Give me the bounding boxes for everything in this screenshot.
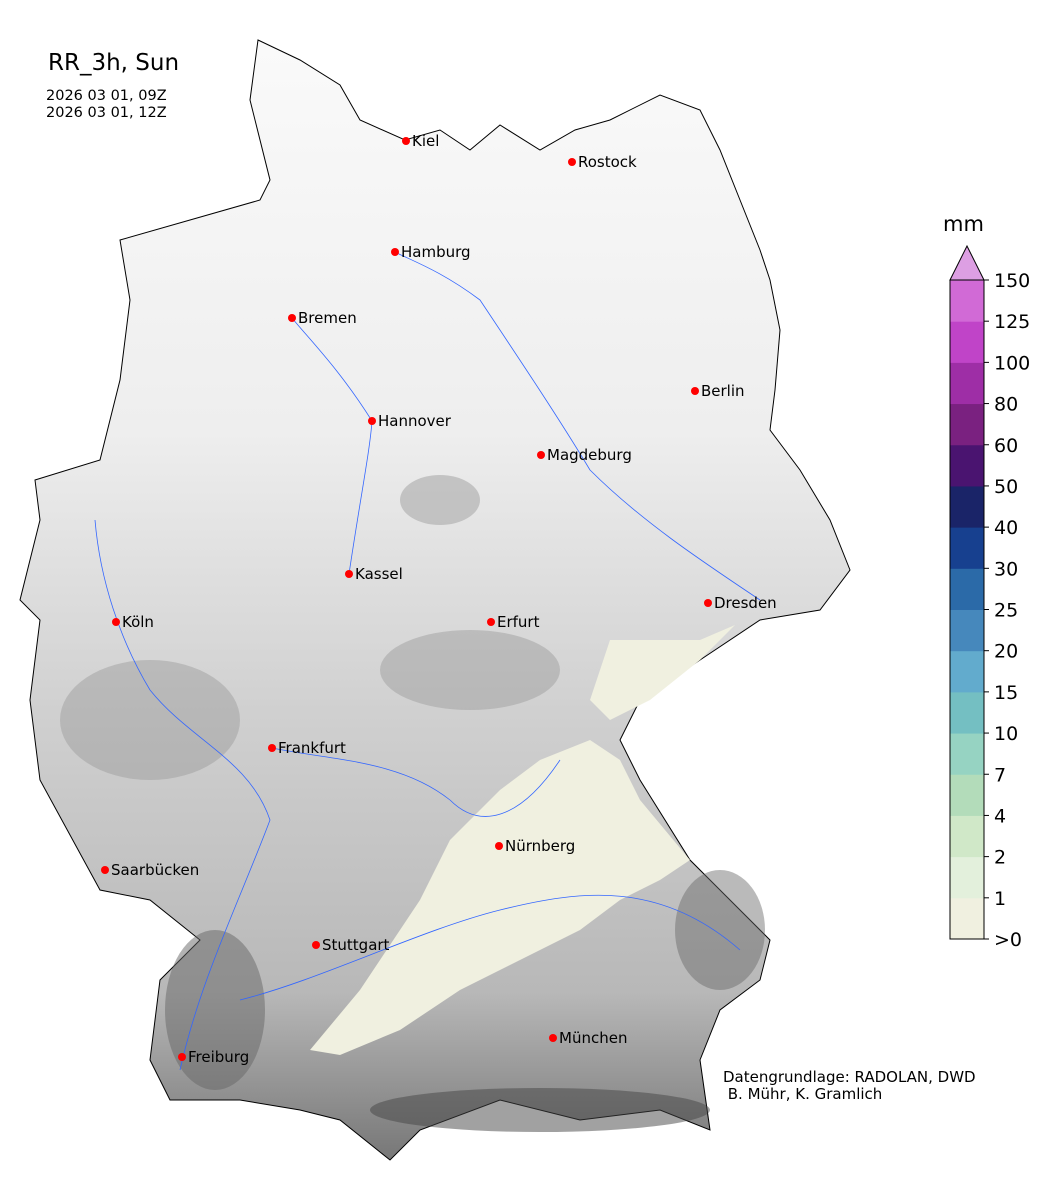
precip-area-saxony	[590, 625, 735, 720]
colorbar-tick-label: 20	[994, 641, 1018, 663]
colorbar-tick-label: 150	[994, 270, 1030, 292]
city-label: Hamburg	[401, 243, 471, 261]
terrain-bavarian-forest	[675, 870, 765, 990]
city-marker	[368, 417, 376, 425]
city-marker	[101, 866, 109, 874]
city-label: Bremen	[298, 309, 357, 327]
credit-source: Datengrundlage: RADOLAN, DWD	[723, 1068, 976, 1086]
river-elbe	[394, 251, 761, 601]
colorbar-swatch	[950, 897, 984, 940]
terrain-harz	[400, 475, 480, 525]
colorbar-swatch	[950, 527, 984, 569]
city-label: München	[559, 1029, 628, 1047]
city-marker	[268, 744, 276, 752]
city-marker	[112, 618, 120, 626]
colorbar-tick-label: 40	[994, 517, 1018, 539]
city-marker	[178, 1053, 186, 1061]
city-marker	[495, 842, 503, 850]
colorbar-unit: mm	[943, 212, 984, 236]
colorbar-swatch	[950, 280, 984, 322]
map-title: RR_3h, Sun	[48, 50, 180, 76]
colorbar-tick-label: 10	[994, 723, 1018, 745]
city-label: Erfurt	[497, 613, 540, 631]
colorbar-swatch	[950, 815, 984, 858]
colorbar-swatch	[950, 733, 984, 775]
city-label: Freiburg	[188, 1048, 250, 1066]
city-marker	[704, 599, 712, 607]
colorbar-tick-label: 125	[994, 311, 1030, 333]
colorbar-tick-label: 50	[994, 476, 1018, 498]
city-label: Berlin	[701, 382, 745, 400]
city-label: Stuttgart	[322, 936, 390, 954]
colorbar-swatch	[950, 650, 984, 693]
river-danube	[239, 894, 741, 1001]
credit-authors: B. Mühr, K. Gramlich	[723, 1085, 883, 1103]
city-label: Nürnberg	[505, 837, 576, 855]
city-label: Frankfurt	[278, 739, 346, 757]
city-marker	[568, 158, 576, 166]
colorbar-tick-label: 7	[994, 764, 1006, 786]
rivers	[94, 251, 761, 1071]
colorbar-swatch	[950, 691, 984, 734]
city-marker	[345, 570, 353, 578]
time-start: 2026 03 01, 09Z	[46, 88, 167, 104]
city-label: Kassel	[355, 565, 403, 583]
terrain-black-forest	[165, 930, 265, 1090]
colorbar-tick-label: 80	[994, 394, 1018, 416]
terrain-alps	[370, 1088, 710, 1132]
city-marker	[537, 451, 545, 459]
city-label: Hannover	[378, 412, 451, 430]
colorbar-extend-arrow	[949, 244, 985, 281]
city-label: Rostock	[578, 153, 637, 171]
colorbar-tick-label: 4	[994, 805, 1006, 827]
colorbar-tick-label: 15	[994, 682, 1018, 704]
terrain-thuringia	[380, 630, 560, 710]
city-marker	[288, 314, 296, 322]
city-marker	[691, 387, 699, 395]
city-marker	[312, 941, 320, 949]
city-label: Dresden	[714, 594, 777, 612]
time-end: 2026 03 01, 12Z	[46, 105, 167, 121]
city-marker	[402, 137, 410, 145]
colorbar-swatch	[950, 362, 984, 405]
colorbar-swatch	[950, 609, 984, 652]
colorbar-swatch	[950, 774, 984, 816]
colorbar-tick-label: 1	[994, 888, 1006, 910]
colorbar: >0 1 2 4 7 10 15 20 25 30 40 50 60 80 100 125 150	[949, 244, 1030, 951]
river-main	[271, 747, 561, 817]
city-marker	[487, 618, 495, 626]
colorbar-swatch	[950, 321, 984, 363]
colorbar-tick-label: >0	[994, 929, 1022, 951]
city-label: Saarbücken	[111, 861, 200, 879]
river-rhine	[94, 519, 271, 1071]
credit: Datengrundlage: RADOLAN, DWD B. Mühr, K.…	[723, 1069, 976, 1103]
city-marker	[391, 248, 399, 256]
colorbar-tick-label: 30	[994, 558, 1018, 580]
colorbar-swatch	[950, 403, 984, 446]
city-label: Kiel	[412, 132, 440, 150]
colorbar-tick-label: 60	[994, 435, 1018, 457]
colorbar-tick-label: 25	[994, 600, 1018, 622]
colorbar-swatch	[950, 485, 984, 528]
city-marker	[549, 1034, 557, 1042]
precip-area-bavaria	[310, 740, 690, 1055]
city-label: Magdeburg	[547, 446, 632, 464]
city-label: Köln	[122, 613, 154, 631]
colorbar-swatch	[950, 444, 984, 487]
colorbar-swatch	[950, 856, 984, 899]
colorbar-swatch	[950, 568, 984, 610]
colorbar-tick-label: 2	[994, 847, 1006, 869]
terrain-central-uplands	[60, 660, 240, 780]
colorbar-tick-label: 100	[994, 352, 1030, 374]
